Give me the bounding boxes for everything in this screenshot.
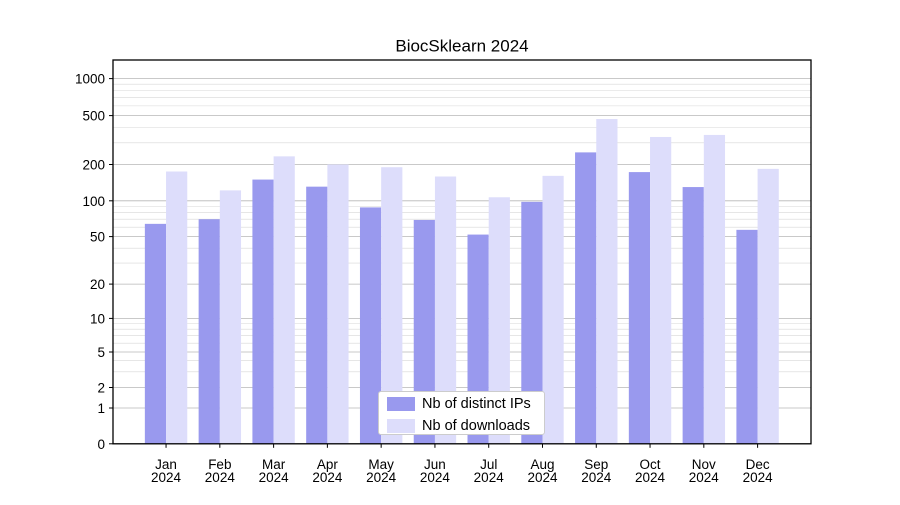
svg-text:2024: 2024: [259, 470, 290, 485]
svg-text:BiocSklearn 2024: BiocSklearn 2024: [395, 37, 528, 56]
svg-text:50: 50: [90, 230, 105, 245]
svg-text:2: 2: [97, 381, 105, 396]
svg-text:2024: 2024: [312, 470, 343, 485]
svg-text:1: 1: [97, 401, 105, 416]
svg-text:2024: 2024: [151, 470, 182, 485]
svg-text:2024: 2024: [205, 470, 236, 485]
svg-text:20: 20: [90, 277, 105, 292]
svg-text:100: 100: [82, 194, 105, 209]
svg-text:2024: 2024: [689, 470, 720, 485]
svg-text:2024: 2024: [527, 470, 558, 485]
svg-text:2024: 2024: [743, 470, 774, 485]
svg-text:500: 500: [82, 109, 105, 124]
svg-text:10: 10: [90, 311, 105, 326]
svg-text:200: 200: [82, 158, 105, 173]
svg-text:2024: 2024: [581, 470, 612, 485]
svg-text:2024: 2024: [474, 470, 505, 485]
svg-text:0: 0: [97, 437, 105, 452]
svg-text:1000: 1000: [75, 72, 105, 87]
svg-text:2024: 2024: [635, 470, 666, 485]
svg-text:5: 5: [97, 345, 105, 360]
svg-text:2024: 2024: [366, 470, 397, 485]
svg-text:2024: 2024: [420, 470, 451, 485]
